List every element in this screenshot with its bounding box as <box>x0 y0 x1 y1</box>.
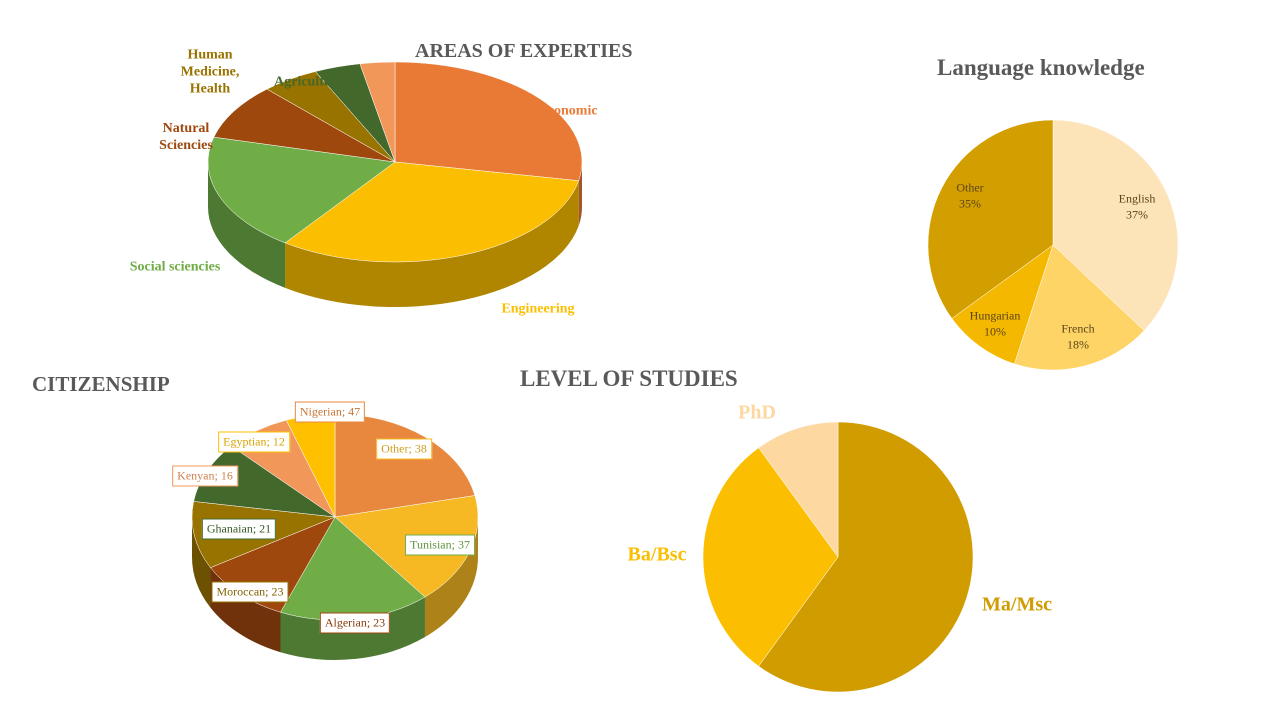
category-label: Ma/Msc <box>982 593 1052 616</box>
slice <box>394 61 583 182</box>
data-label: Kenyan; 16 <box>172 465 238 487</box>
category-label: PhD <box>738 401 776 424</box>
slice-side <box>285 180 579 307</box>
slice <box>758 421 974 693</box>
slice <box>213 88 396 163</box>
category-label: Hungarian <box>969 308 1021 323</box>
data-label: Ghanaian; 21 <box>201 518 277 540</box>
slice-side <box>192 517 211 608</box>
slice <box>758 421 839 558</box>
category-label: Economic <box>538 103 598 119</box>
category-label: IT <box>369 70 385 86</box>
chart-title: AREAS OF EXPERTIES <box>415 40 633 62</box>
data-label: Other; 38 <box>376 438 432 460</box>
slice-side <box>578 162 582 226</box>
slice <box>702 447 839 667</box>
slice <box>1014 244 1145 371</box>
data-label: Moroccan; 23 <box>211 581 289 603</box>
slice <box>359 61 396 163</box>
slice-side <box>208 162 286 288</box>
chart-title: CITIZENSHIP <box>32 372 170 396</box>
slice <box>284 161 580 263</box>
data-label: Tunisian; 37 <box>405 534 475 556</box>
slice <box>207 136 396 244</box>
data-label: 35% <box>959 196 981 211</box>
data-label: 37% <box>1126 207 1148 222</box>
category-label: French <box>1061 321 1095 336</box>
category-label: Human Medicine, Health <box>180 47 240 97</box>
category-label: Agricultur <box>274 74 338 90</box>
data-label: Nigerian; 47 <box>294 401 366 423</box>
slice <box>927 119 1054 319</box>
category-label: Engineering <box>501 301 575 317</box>
category-label: Ba/Bsc <box>627 543 687 566</box>
category-label: English <box>1118 191 1156 206</box>
slice <box>1052 119 1179 331</box>
category-label: Other <box>956 180 984 195</box>
category-label: Social sciencies <box>129 259 221 275</box>
category-label: Natural Sciencies <box>159 121 213 153</box>
data-label: 18% <box>1067 337 1089 352</box>
chart-title: Language knowledge <box>937 55 1145 80</box>
chart-title: LEVEL OF STUDIES <box>520 366 738 391</box>
data-label: 10% <box>984 324 1006 339</box>
data-label: Egyptian; 12 <box>218 431 290 453</box>
data-label: Algerian; 23 <box>319 612 391 634</box>
slice <box>951 244 1054 365</box>
